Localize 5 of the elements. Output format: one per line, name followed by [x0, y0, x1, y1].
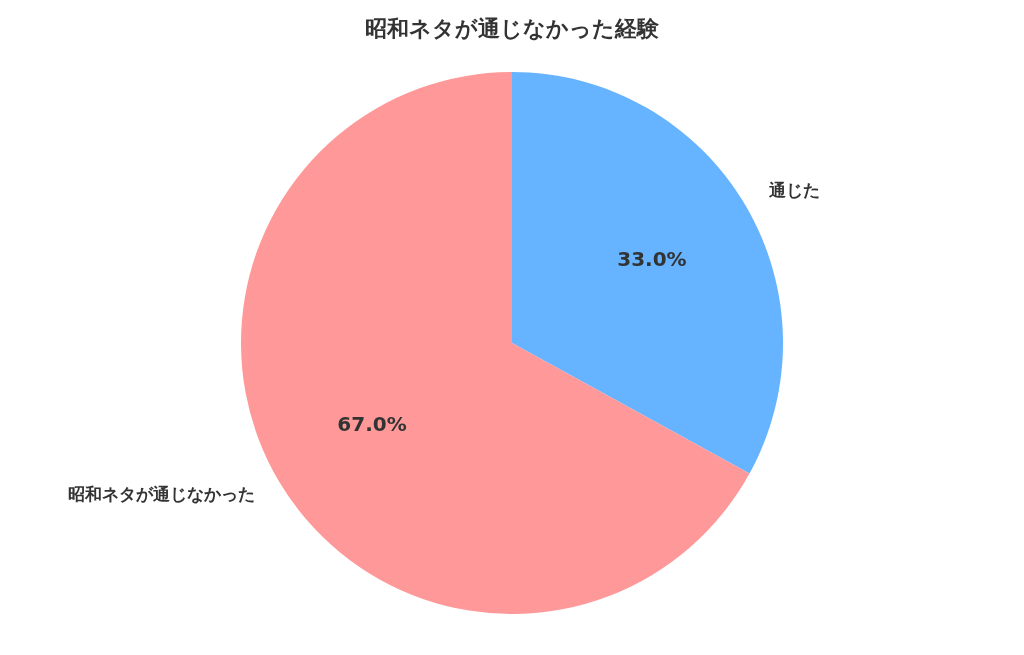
slice-label: 通じた: [767, 180, 820, 201]
chart-title: 昭和ネタが通じなかった経験: [365, 16, 660, 41]
data-label: 33.0%: [617, 246, 687, 271]
slice-label: 昭和ネタが通じなかった: [68, 483, 256, 504]
data-label: 67.0%: [337, 412, 407, 437]
